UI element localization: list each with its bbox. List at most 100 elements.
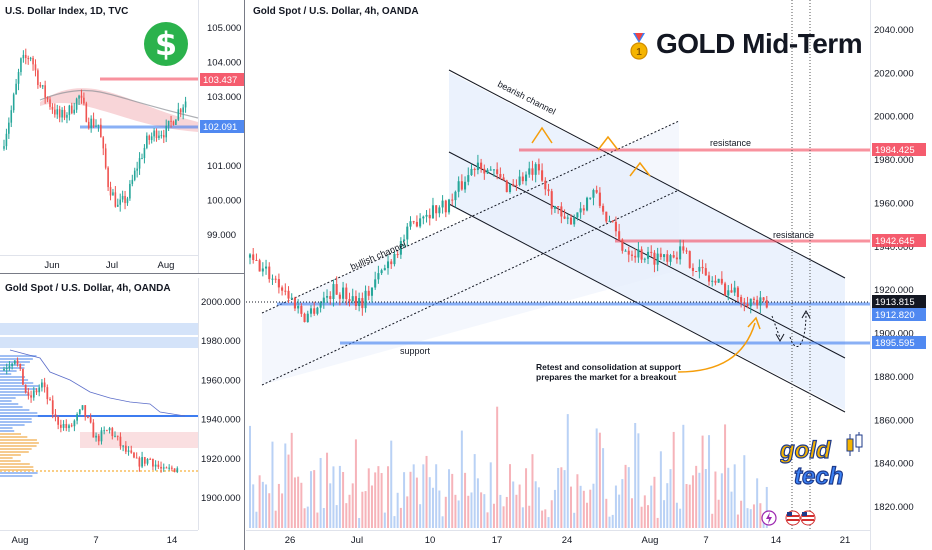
main-candle (679, 239, 682, 265)
dxy-candle (141, 153, 143, 160)
volume-bar (746, 508, 749, 528)
volume-profile-bar (0, 370, 17, 372)
volume-bar (370, 485, 373, 528)
volume-bar (367, 468, 370, 528)
volume-bar (518, 484, 521, 528)
main-candle (733, 280, 736, 296)
small-candle (149, 457, 152, 460)
svg-text:gold: gold (780, 437, 832, 464)
small-candle (54, 409, 57, 422)
volume-bar (258, 475, 261, 528)
small-candle (95, 432, 97, 442)
main-candle (274, 275, 277, 283)
main-candle (666, 250, 669, 266)
volume-bar (364, 491, 367, 528)
main-candle (464, 176, 467, 193)
volume-profile-bar (0, 475, 33, 477)
small-candle (130, 445, 133, 454)
small-candle (173, 468, 176, 473)
volume-bar (553, 489, 556, 528)
dxy-candle (97, 124, 100, 132)
volume-bar (354, 439, 357, 528)
main-candle (630, 250, 634, 261)
main-time-label: 24 (562, 535, 573, 546)
dxy-candle (129, 180, 131, 201)
volume-bar (467, 495, 470, 528)
main-candle (335, 276, 338, 295)
small-trace-line (9, 349, 186, 417)
dxy-candle (150, 132, 153, 144)
main-candle (627, 246, 630, 263)
main-candle (492, 169, 495, 177)
dxy-candle (175, 119, 177, 126)
volume-bar (480, 492, 483, 528)
volume-bar (284, 443, 287, 528)
volume-bar (358, 517, 361, 528)
main-candle (521, 172, 524, 185)
volume-profile-bar (0, 424, 25, 426)
bearish-upper-line (448, 69, 846, 279)
main-candle (435, 204, 438, 221)
main-price-label: 1980.000 (874, 155, 914, 166)
small-candle (176, 466, 179, 474)
dxy-ribbon (39, 88, 199, 132)
small-candle (35, 388, 38, 395)
volume-bar (537, 487, 540, 528)
main-candle (585, 196, 589, 212)
volume-bar (438, 490, 441, 528)
small-candle (162, 463, 165, 472)
dxy-candle (63, 105, 66, 121)
volume-bar (377, 466, 380, 528)
small-candle (46, 384, 49, 405)
small-candle (16, 357, 19, 367)
main-candle (415, 215, 418, 228)
dxy-candle (162, 129, 165, 144)
dxy-candle (54, 103, 56, 118)
volume-bar (695, 465, 698, 528)
dxy-candle (133, 167, 136, 182)
volume-bar (740, 500, 743, 528)
small-candle (19, 363, 22, 371)
volume-profile-bar (0, 397, 16, 399)
main-candle (707, 271, 711, 286)
volume-bar (547, 517, 550, 528)
main-candle (409, 216, 412, 230)
volume-bar (441, 516, 444, 528)
main-candle (496, 162, 499, 180)
volume-bar (387, 466, 390, 528)
main-candle (544, 177, 547, 196)
volume-bar (380, 473, 383, 528)
volume-bar (425, 455, 428, 528)
dxy-candle (179, 107, 182, 118)
dxy-level-tag-resistance: 103.437 (200, 73, 244, 86)
dxy-candle (143, 144, 146, 164)
volume-profile-bar (0, 409, 30, 411)
volume-bar (557, 467, 560, 528)
volume-bar (727, 467, 730, 528)
small-candle (124, 441, 127, 455)
main-candle (740, 294, 743, 308)
main-candle (358, 292, 361, 312)
main-candle (370, 287, 374, 303)
main-price-label: 1880.000 (874, 372, 914, 383)
main-candle (730, 283, 733, 293)
small-candle (170, 465, 173, 472)
peak-arrow-2 (597, 135, 619, 151)
volume-profile-bar (0, 445, 37, 447)
dxy-candle (58, 105, 61, 123)
dxy-candle (80, 89, 83, 104)
volume-bar (541, 510, 544, 528)
volume-profile-bar (0, 373, 12, 375)
small-candle (141, 451, 143, 469)
dxy-candle (24, 48, 27, 65)
main-candle (476, 154, 479, 175)
main-candle (396, 251, 399, 259)
dxy-candle (138, 152, 141, 175)
main-candle (277, 273, 280, 294)
volume-bar (454, 494, 457, 528)
main-price-label: 2000.000 (874, 112, 914, 123)
dxy-candle (56, 104, 59, 119)
main-candle (569, 214, 573, 225)
dxy-candle (102, 136, 105, 156)
